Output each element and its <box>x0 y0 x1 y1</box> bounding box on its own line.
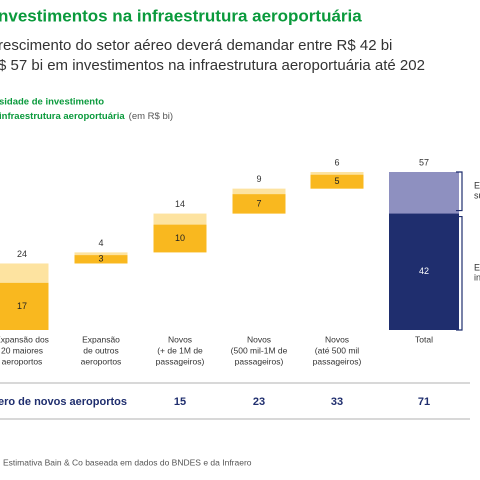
x-tick-label: Expansão dos <box>0 334 49 344</box>
bracket-label: E <box>474 181 480 191</box>
row-value: 15 <box>174 396 186 408</box>
data-label: 6 <box>334 157 339 167</box>
x-tick-label: (até 500 mil <box>315 345 360 355</box>
subtitle: $ 57 bi em investimentos na infraestrutu… <box>0 57 425 74</box>
chart-heading: infraestrutura aeroportuária (em R$ bi) <box>0 111 173 122</box>
bar-segment <box>74 255 128 264</box>
x-tick-label: Expansão <box>82 334 120 344</box>
bar-segment <box>232 194 286 214</box>
row-value: 71 <box>418 396 430 408</box>
x-tick-label: Novos <box>247 334 271 344</box>
data-label: 24 <box>17 249 27 259</box>
data-label: 57 <box>419 157 429 167</box>
x-tick-label: (500 mil-1M de <box>231 345 288 355</box>
x-tick-label: aeroportos <box>81 356 122 366</box>
data-label: 9 <box>256 174 261 184</box>
data-label: 4 <box>98 238 103 248</box>
data-label: 7 <box>256 198 261 208</box>
source: Estimativa Bain & Co baseada em dados do… <box>3 457 252 467</box>
x-tick-label: passageiros) <box>313 356 362 366</box>
unit: (em R$ bi) <box>129 111 173 122</box>
x-tick-label: 20 maiores <box>1 345 43 355</box>
data-label: 5 <box>334 176 339 186</box>
chart-heading: infraestrutura aeroportuária <box>0 111 125 122</box>
x-tick-label: aeroportos <box>2 356 43 366</box>
row-value: 23 <box>253 396 265 408</box>
bar-segment <box>153 224 207 253</box>
x-tick-label: (+ de 1M de <box>157 345 203 355</box>
data-label: 14 <box>175 199 185 209</box>
chart-heading: sidade de investimento <box>0 97 104 108</box>
subtitle: rescimento do setor aéreo deverá demanda… <box>0 37 392 54</box>
data-label: 42 <box>419 266 429 276</box>
x-tick-label: passageiros) <box>156 356 205 366</box>
bracket-label: su <box>474 191 480 201</box>
x-tick-label: Total <box>415 334 433 344</box>
data-label: 17 <box>17 301 27 311</box>
bracket-label: E <box>474 263 480 273</box>
bracket-label: in <box>474 273 480 283</box>
bar-segment <box>310 174 364 189</box>
x-tick-label: Novos <box>325 334 349 344</box>
x-tick-label: passageiros) <box>235 356 284 366</box>
bracket <box>456 171 463 212</box>
bar-segment <box>389 213 459 330</box>
bar-segment <box>0 282 49 330</box>
title: nvestimentos na infraestrutura aeroportu… <box>0 6 362 25</box>
x-tick-label: de outros <box>83 345 118 355</box>
data-label: 10 <box>175 233 185 243</box>
bracket <box>456 215 463 331</box>
row-value: 33 <box>331 396 343 408</box>
row-label: ero de novos aeroportos <box>0 396 127 408</box>
x-tick-label: Novos <box>168 334 192 344</box>
data-label: 3 <box>98 254 103 264</box>
